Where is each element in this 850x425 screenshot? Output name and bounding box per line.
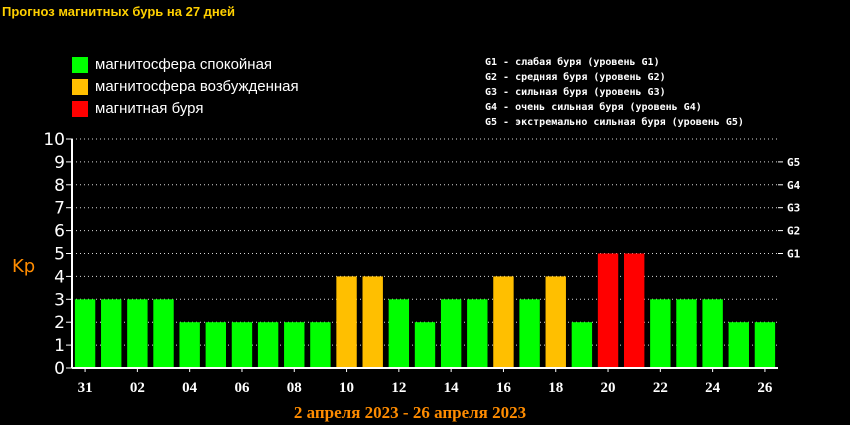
bar <box>388 299 410 368</box>
y-tick-label: 10 <box>43 130 65 150</box>
bar <box>754 322 776 368</box>
bar <box>702 299 723 368</box>
y-tick-label: 2 <box>54 313 65 333</box>
bar <box>467 299 488 368</box>
g-tick-label: G5 <box>787 156 800 169</box>
bar <box>440 299 462 368</box>
g-tick-label: G2 <box>787 225 800 238</box>
y-tick-label: 6 <box>54 222 65 242</box>
y-tick-label: 7 <box>54 199 65 219</box>
bar <box>257 322 279 368</box>
y-tick-label: 3 <box>54 290 65 310</box>
y-tick-label: 9 <box>54 153 65 173</box>
y-tick-label: 8 <box>54 176 65 196</box>
bar <box>101 299 122 368</box>
bar <box>650 299 671 368</box>
bar <box>676 299 697 368</box>
legend-swatch-excited <box>72 79 88 95</box>
y-tick-label: 4 <box>54 267 65 287</box>
x-tick-label: 08 <box>287 380 302 396</box>
legend-label-calm: магнитосфера спокойная <box>95 56 273 73</box>
storm-level-g5: G5 - экстремально сильная буря (уровень … <box>485 117 744 128</box>
x-tick-label: 26 <box>757 380 773 396</box>
bar <box>493 276 514 368</box>
bar <box>74 299 96 368</box>
x-tick-label: 20 <box>601 380 616 396</box>
storm-level-legend: G1 - слабая буря (уровень G1) G2 - средн… <box>485 55 744 130</box>
x-tick-label: 06 <box>234 380 250 396</box>
bar <box>127 299 148 368</box>
y-axis-label: Kp <box>12 256 35 277</box>
x-tick-label: 16 <box>496 380 512 396</box>
bar <box>284 322 305 368</box>
y-tick-label: 1 <box>54 336 65 356</box>
legend-swatch-calm <box>72 57 88 73</box>
bar <box>728 322 749 368</box>
legend-label-excited: магнитосфера возбужденная <box>95 78 299 95</box>
x-tick-label: 31 <box>78 380 93 396</box>
x-tick-label: 22 <box>653 380 668 396</box>
bar <box>336 276 357 368</box>
storm-level-g1: G1 - слабая буря (уровень G1) <box>485 57 660 68</box>
bar <box>545 276 566 368</box>
storm-level-g4: G4 - очень сильная буря (уровень G4) <box>485 102 702 113</box>
bar <box>623 253 645 368</box>
storm-level-g2: G2 - средняя буря (уровень G2) <box>485 72 666 83</box>
bar <box>153 299 174 368</box>
x-tick-label: 10 <box>339 380 354 396</box>
y-tick-label: 0 <box>54 359 65 379</box>
g-tick-label: G4 <box>787 179 801 192</box>
bar <box>597 253 619 368</box>
g-tick-label: G3 <box>787 202 800 215</box>
g-tick-label: G1 <box>787 248 801 261</box>
bar <box>310 322 331 368</box>
legend-label-storm: магнитная буря <box>95 100 204 117</box>
page-title: Прогноз магнитных бурь на 27 дней <box>2 4 235 19</box>
bar <box>179 322 200 368</box>
date-range-label: 2 апреля 2023 - 26 апреля 2023 <box>293 403 527 422</box>
bar <box>414 322 436 368</box>
storm-level-g3: G3 - сильная буря (уровень G3) <box>485 87 666 98</box>
bar <box>571 322 593 368</box>
x-tick-label: 02 <box>130 380 145 396</box>
y-tick-label: 5 <box>54 245 65 265</box>
legend-swatch-storm <box>72 101 88 117</box>
x-tick-label: 18 <box>548 380 563 396</box>
x-tick-label: 14 <box>444 380 460 396</box>
bar <box>231 322 253 368</box>
bar <box>362 276 383 368</box>
x-tick-label: 24 <box>705 380 721 396</box>
x-tick-label: 12 <box>391 380 406 396</box>
bar <box>205 322 227 368</box>
x-tick-label: 04 <box>182 380 198 396</box>
bar <box>519 299 540 368</box>
